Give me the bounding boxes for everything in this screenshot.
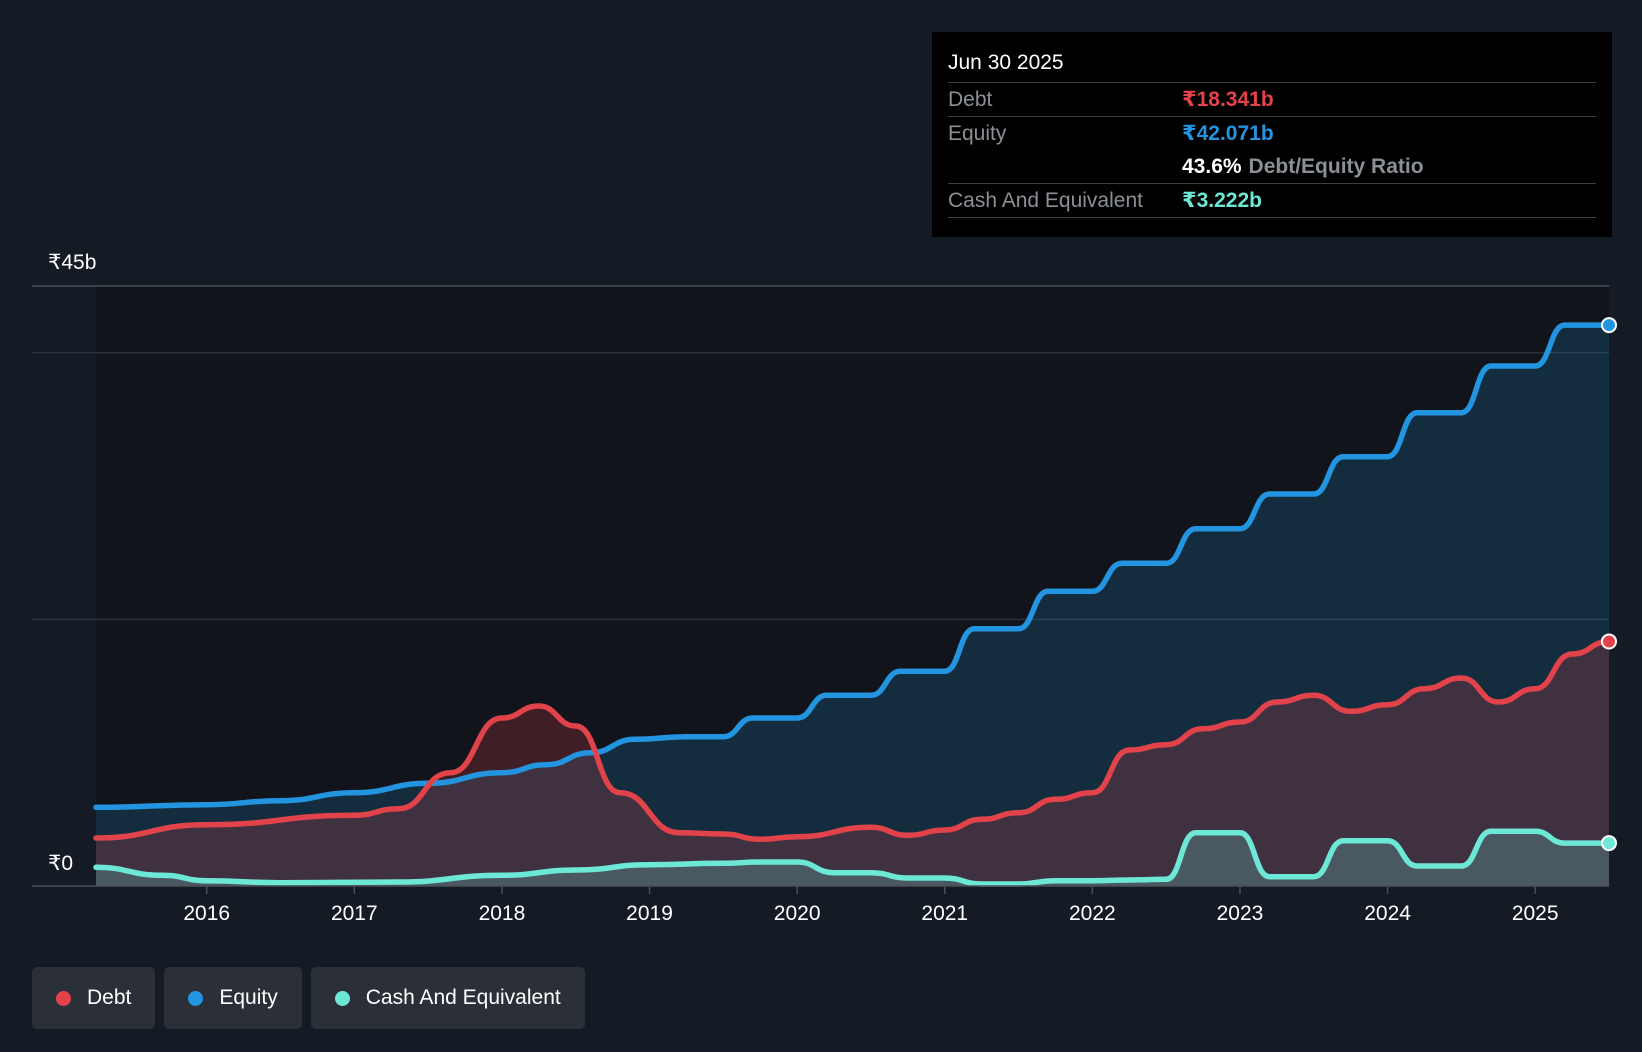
x-tick-label-2023: 2023	[1217, 902, 1264, 925]
tooltip-ratio-value: 43.6%	[1182, 154, 1242, 178]
debt-dot-icon	[56, 990, 71, 1006]
legend-debt-label: Debt	[87, 986, 132, 1009]
axes: 2016 2017 2018 2019 2020 2021 2022 2023 2024 2025…	[32, 251, 1609, 925]
x-tick-label-2024: 2024	[1364, 902, 1411, 925]
x-tick-label-2022: 2022	[1069, 902, 1116, 925]
end-markers	[1601, 317, 1617, 852]
legend-item-equity[interactable]: Equity	[164, 967, 302, 1029]
equity-end-marker	[1601, 317, 1617, 334]
equity-area	[96, 325, 1609, 887]
y-tick-label-max: ₹45b	[48, 251, 96, 274]
legend-equity-label: Equity	[219, 986, 278, 1009]
x-tick-label-2017: 2017	[331, 902, 378, 925]
cash-and-equivalent-line	[93, 828, 1612, 887]
tooltip-cash-row: Cash And Equivalent ₹3.222b	[948, 183, 1596, 218]
plot-background	[96, 286, 1609, 886]
x-tick-label-2021: 2021	[921, 902, 968, 925]
tooltip-cash-value: ₹3.222b	[1182, 189, 1262, 212]
series-areas	[96, 325, 1609, 887]
x-tick-label-2016: 2016	[183, 902, 230, 925]
y-tick-label-min: ₹0	[48, 852, 73, 875]
legend-item-cash[interactable]: Cash And Equivalent	[310, 967, 585, 1029]
tooltip-equity-label: Equity	[948, 121, 1007, 145]
x-tick-label-2020: 2020	[774, 902, 821, 925]
cash-and-equivalent-area	[96, 831, 1609, 886]
tooltip-equity-row: Equity ₹42.071b	[948, 116, 1596, 150]
debt-end-marker	[1601, 633, 1617, 650]
tooltip-debt-row: Debt ₹18.341b	[948, 82, 1596, 116]
legend-cash-label: Cash And Equivalent	[365, 986, 561, 1009]
equity-line	[93, 322, 1612, 811]
chart-legend: Debt Equity Cash And Equivalent	[32, 967, 585, 1029]
x-tick-label-2025: 2025	[1512, 902, 1559, 925]
x-tick-label-2019: 2019	[626, 902, 673, 925]
tooltip-debt-label: Debt	[948, 87, 993, 111]
equity-dot-icon	[188, 990, 204, 1006]
gridlines	[32, 285, 1609, 621]
legend-item-debt[interactable]: Debt	[32, 967, 156, 1029]
series-lines	[93, 322, 1612, 887]
tooltip-equity-value: ₹42.071b	[1182, 122, 1274, 145]
tooltip-ratio-label: Debt/Equity Ratio	[1248, 154, 1424, 178]
debt-line	[93, 638, 1612, 843]
cash-and-equivalent-end-marker	[1601, 835, 1617, 852]
hover-tooltip: Jun 30 2025 Debt ₹18.341b Equity ₹42.071…	[932, 32, 1612, 237]
cash-dot-icon	[334, 990, 350, 1006]
debt-area	[96, 641, 1609, 886]
x-tick-label-2018: 2018	[479, 902, 526, 925]
tooltip-cash-label: Cash And Equivalent	[948, 188, 1143, 212]
tooltip-date: Jun 30 2025	[948, 51, 1064, 74]
tooltip-debt-value: ₹18.341b	[1182, 88, 1274, 111]
tooltip-ratio-row: 43.6% Debt/Equity Ratio	[948, 150, 1596, 183]
